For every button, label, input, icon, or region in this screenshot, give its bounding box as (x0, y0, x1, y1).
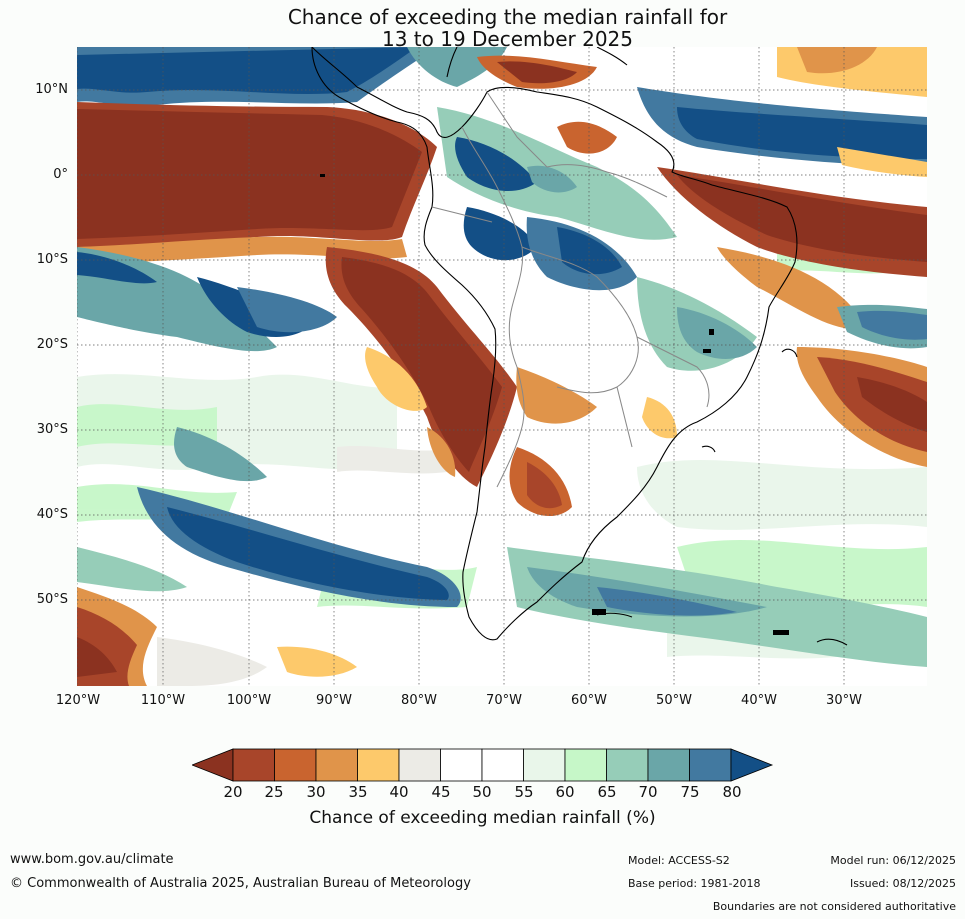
colorbar-under-arrow (192, 748, 234, 782)
lat-label-0: 0° (53, 167, 68, 182)
colorbar-swatch (564, 748, 607, 782)
colorbar-tick: 75 (680, 783, 700, 801)
pacific-dry-tongue (325, 247, 517, 487)
colorbar-swatch (523, 748, 566, 782)
lon-label-80w: 80°W (401, 693, 437, 708)
colorbar-swatch (357, 748, 400, 782)
country-borders (431, 91, 710, 488)
southern-dry-patches (77, 147, 927, 686)
northern-wet-band (77, 47, 927, 167)
colorbar-label: Chance of exceeding median rainfall (%) (309, 808, 656, 828)
colorbar-tick: 80 (722, 783, 742, 801)
model-text: Model: ACCESS-S2 (628, 854, 730, 867)
lat-label-30s: 30°S (36, 422, 68, 437)
map-title-line-1: Chance of exceeding the median rainfall … (287, 5, 728, 29)
rainfall-probability-map (77, 47, 927, 686)
south-atlantic-dry (796, 347, 927, 467)
lon-label-110w: 110°W (140, 693, 186, 708)
colorbar-tick: 35 (348, 783, 368, 801)
copyright-text: © Commonwealth of Australia 2025, Austra… (10, 876, 471, 891)
model-run-text: Model run: 06/12/2025 (830, 854, 956, 867)
colorbar-swatch (274, 748, 317, 782)
colorbar (192, 748, 774, 782)
boundaries-note: Boundaries are not considered authoritat… (712, 900, 956, 913)
lon-label-70w: 70°W (486, 693, 522, 708)
colorbar-swatch (440, 748, 483, 782)
colorbar-swatch (315, 748, 358, 782)
lat-label-20s: 20°S (36, 337, 68, 352)
lat-label-50s: 50°S (36, 592, 68, 607)
colorbar-tick: 70 (638, 783, 658, 801)
website-link[interactable]: www.bom.gov.au/climate (10, 852, 174, 867)
colorbar-tick: 30 (306, 783, 326, 801)
south-atlantic-wet (507, 304, 927, 667)
lat-label-10n: 10°N (35, 82, 68, 97)
base-period-text: Base period: 1981-2018 (628, 877, 761, 890)
colorbar-tick: 20 (223, 783, 243, 801)
colorbar-tick: 65 (597, 783, 617, 801)
colorbar-tick: 45 (431, 783, 451, 801)
colorbar-tick: 50 (472, 783, 492, 801)
lon-label-50w: 50°W (656, 693, 692, 708)
colorbar-swatch (606, 748, 649, 782)
colorbar-tick: 25 (264, 783, 284, 801)
lon-label-90w: 90°W (316, 693, 352, 708)
colorbar-swatch (398, 748, 441, 782)
colorbar-swatch (232, 748, 275, 782)
graticule (77, 47, 927, 686)
colorbar-swatch (647, 748, 690, 782)
lon-label-60w: 60°W (571, 693, 607, 708)
coastline (311, 47, 848, 646)
lon-label-40w: 40°W (741, 693, 777, 708)
lon-label-30w: 30°W (826, 693, 862, 708)
lon-label-100w: 100°W (226, 693, 272, 708)
equatorial-dry-band (77, 47, 927, 329)
colorbar-tick: 55 (514, 783, 534, 801)
continental-patterns (437, 107, 757, 517)
map-title-line-2: 13 to 19 December 2025 (381, 27, 633, 51)
lat-label-10s: 10°S (36, 252, 68, 267)
islands (320, 174, 789, 635)
lon-label-120w: 120°W (55, 693, 101, 708)
issued-text: Issued: 08/12/2025 (849, 877, 956, 890)
colorbar-tick: 60 (555, 783, 575, 801)
colorbar-swatch (481, 748, 524, 782)
lat-label-40s: 40°S (36, 507, 68, 522)
colorbar-tick: 40 (389, 783, 409, 801)
colorbar-swatch (689, 748, 732, 782)
midlatitude-wet-bands (77, 247, 461, 607)
colorbar-over-arrow (730, 748, 774, 782)
